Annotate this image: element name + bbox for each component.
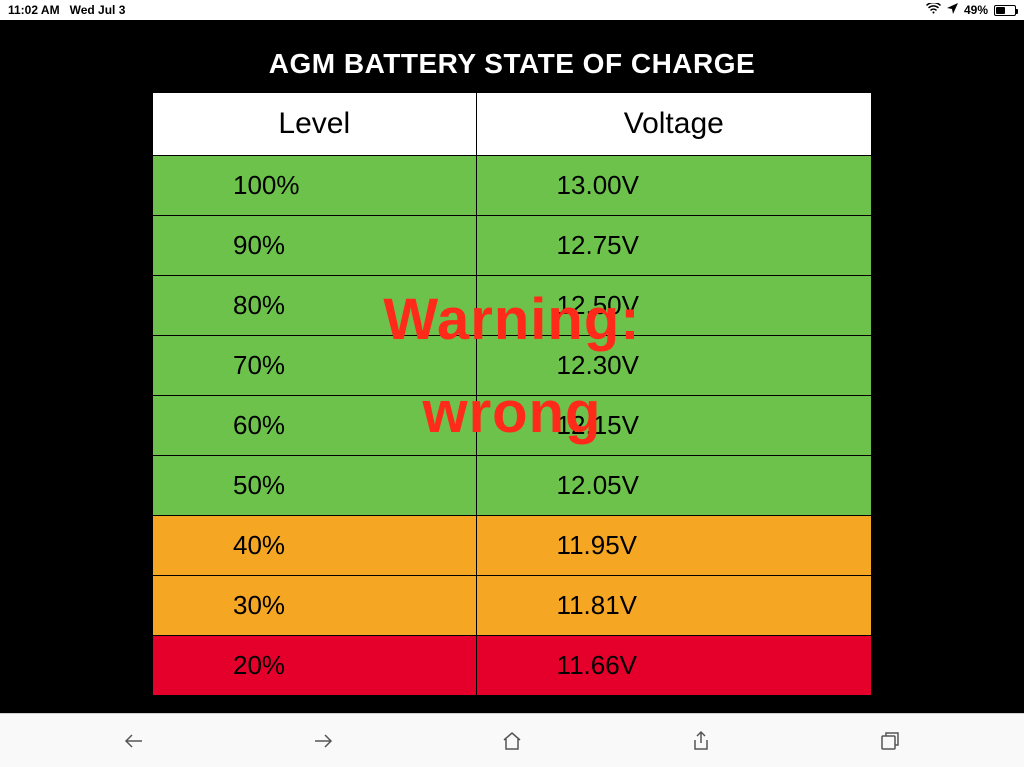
back-button[interactable] xyxy=(112,719,156,763)
share-button[interactable] xyxy=(679,719,723,763)
bottom-toolbar xyxy=(0,713,1024,767)
tabs-icon xyxy=(878,729,902,753)
cell-level: 70% xyxy=(153,335,477,395)
cell-voltage: 11.66V xyxy=(476,635,871,695)
cell-level: 20% xyxy=(153,635,477,695)
cell-voltage: 12.50V xyxy=(476,275,871,335)
cell-voltage: 13.00V xyxy=(476,155,871,215)
location-icon xyxy=(947,3,958,17)
status-left: 11:02 AM Wed Jul 3 xyxy=(8,3,125,17)
cell-voltage: 12.05V xyxy=(476,455,871,515)
cell-level: 30% xyxy=(153,575,477,635)
table-row: 30%11.81V xyxy=(153,575,872,635)
status-right: 49% xyxy=(926,3,1016,17)
arrow-right-icon xyxy=(311,729,335,753)
table-row: 40%11.95V xyxy=(153,515,872,575)
cell-voltage: 12.75V xyxy=(476,215,871,275)
cell-voltage: 11.95V xyxy=(476,515,871,575)
cell-level: 100% xyxy=(153,155,477,215)
cell-level: 40% xyxy=(153,515,477,575)
cell-voltage: 11.81V xyxy=(476,575,871,635)
table-row: 20%11.66V xyxy=(153,635,872,695)
battery-icon xyxy=(994,5,1016,16)
table-row: 80%12.50V xyxy=(153,275,872,335)
col-level: Level xyxy=(153,92,477,155)
table-row: 50%12.05V xyxy=(153,455,872,515)
status-time: 11:02 AM xyxy=(8,3,60,17)
chart-title: AGM BATTERY STATE OF CHARGE xyxy=(152,38,872,92)
battery-fill xyxy=(996,7,1005,14)
table-header-row: Level Voltage xyxy=(153,92,872,155)
cell-level: 90% xyxy=(153,215,477,275)
cell-voltage: 12.30V xyxy=(476,335,871,395)
col-voltage: Voltage xyxy=(476,92,871,155)
cell-level: 50% xyxy=(153,455,477,515)
soc-chart: AGM BATTERY STATE OF CHARGE Level Voltag… xyxy=(152,38,872,696)
soc-tbody: 100%13.00V90%12.75V80%12.50V70%12.30V60%… xyxy=(153,155,872,695)
share-icon xyxy=(689,729,713,753)
home-button[interactable] xyxy=(490,719,534,763)
cell-voltage: 12.15V xyxy=(476,395,871,455)
battery-percent: 49% xyxy=(964,3,988,17)
tabs-button[interactable] xyxy=(868,719,912,763)
table-row: 60%12.15V xyxy=(153,395,872,455)
wifi-icon xyxy=(926,3,941,17)
table-row: 100%13.00V xyxy=(153,155,872,215)
table-row: 90%12.75V xyxy=(153,215,872,275)
soc-table: Level Voltage 100%13.00V90%12.75V80%12.5… xyxy=(152,92,872,696)
table-row: 70%12.30V xyxy=(153,335,872,395)
content-area: AGM BATTERY STATE OF CHARGE Level Voltag… xyxy=(0,20,1024,713)
arrow-left-icon xyxy=(122,729,146,753)
home-icon xyxy=(500,729,524,753)
cell-level: 80% xyxy=(153,275,477,335)
status-bar: 11:02 AM Wed Jul 3 49% xyxy=(0,0,1024,20)
cell-level: 60% xyxy=(153,395,477,455)
forward-button[interactable] xyxy=(301,719,345,763)
status-date: Wed Jul 3 xyxy=(70,3,126,17)
